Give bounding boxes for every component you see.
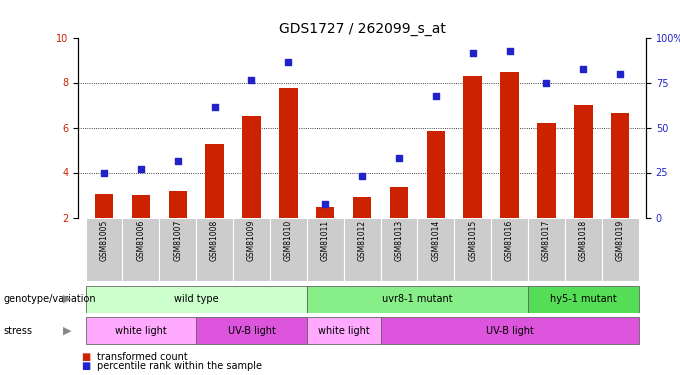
Bar bbox=[418, 217, 454, 281]
Text: GSM81011: GSM81011 bbox=[321, 219, 330, 261]
Point bbox=[541, 80, 552, 86]
Text: GSM81013: GSM81013 bbox=[394, 219, 403, 261]
Bar bbox=[381, 217, 418, 281]
Bar bbox=[86, 217, 122, 281]
Bar bbox=[86, 317, 197, 344]
Text: percentile rank within the sample: percentile rank within the sample bbox=[97, 361, 262, 370]
Bar bbox=[307, 286, 528, 313]
Text: GSM81009: GSM81009 bbox=[247, 219, 256, 261]
Bar bbox=[307, 317, 381, 344]
Bar bbox=[197, 217, 233, 281]
Text: transformed count: transformed count bbox=[97, 352, 187, 362]
Point bbox=[246, 77, 257, 83]
Bar bbox=[528, 286, 639, 313]
Bar bbox=[159, 217, 197, 281]
Point bbox=[283, 59, 294, 65]
Point bbox=[615, 70, 626, 76]
Bar bbox=[464, 76, 482, 217]
Bar bbox=[86, 286, 307, 313]
Point bbox=[99, 170, 109, 176]
Text: ▶: ▶ bbox=[63, 326, 71, 336]
Bar bbox=[426, 131, 445, 218]
Bar bbox=[95, 194, 114, 217]
Text: GSM81016: GSM81016 bbox=[505, 219, 514, 261]
Bar bbox=[565, 217, 602, 281]
Bar bbox=[307, 217, 343, 281]
Point bbox=[430, 93, 441, 99]
Bar bbox=[279, 88, 298, 218]
Text: GSM81005: GSM81005 bbox=[99, 219, 109, 261]
Text: GSM81014: GSM81014 bbox=[431, 219, 441, 261]
Text: UV-B light: UV-B light bbox=[228, 326, 275, 336]
Bar bbox=[528, 217, 565, 281]
Bar bbox=[205, 144, 224, 218]
Bar bbox=[611, 113, 630, 218]
Point bbox=[467, 50, 478, 56]
Text: ■: ■ bbox=[82, 352, 91, 362]
Point bbox=[394, 155, 405, 161]
Bar bbox=[602, 217, 639, 281]
Text: white light: white light bbox=[318, 326, 369, 336]
Bar bbox=[353, 197, 371, 217]
Bar bbox=[132, 195, 150, 217]
Text: GSM81017: GSM81017 bbox=[542, 219, 551, 261]
Bar bbox=[242, 116, 260, 218]
Bar bbox=[122, 217, 159, 281]
Bar bbox=[343, 217, 381, 281]
Text: GSM81019: GSM81019 bbox=[615, 219, 625, 261]
Bar bbox=[390, 187, 408, 218]
Point bbox=[135, 166, 146, 172]
Text: ▶: ▶ bbox=[63, 294, 71, 304]
Point bbox=[320, 201, 330, 207]
Text: GSM81008: GSM81008 bbox=[210, 219, 219, 261]
Text: white light: white light bbox=[115, 326, 167, 336]
Bar bbox=[491, 217, 528, 281]
Text: genotype/variation: genotype/variation bbox=[3, 294, 96, 304]
Text: wild type: wild type bbox=[174, 294, 218, 304]
Text: hy5-1 mutant: hy5-1 mutant bbox=[550, 294, 617, 304]
Bar bbox=[500, 72, 519, 217]
Point bbox=[504, 48, 515, 54]
Title: GDS1727 / 262099_s_at: GDS1727 / 262099_s_at bbox=[279, 22, 445, 36]
Bar bbox=[454, 217, 491, 281]
Bar bbox=[233, 217, 270, 281]
Text: GSM81007: GSM81007 bbox=[173, 219, 182, 261]
Bar bbox=[169, 190, 187, 217]
Text: ■: ■ bbox=[82, 361, 91, 370]
Text: GSM81015: GSM81015 bbox=[469, 219, 477, 261]
Point bbox=[172, 158, 183, 164]
Bar bbox=[381, 317, 639, 344]
Text: GSM81006: GSM81006 bbox=[137, 219, 146, 261]
Text: GSM81012: GSM81012 bbox=[358, 219, 367, 261]
Bar bbox=[270, 217, 307, 281]
Text: uvr8-1 mutant: uvr8-1 mutant bbox=[382, 294, 453, 304]
Bar bbox=[574, 105, 592, 218]
Text: GSM81018: GSM81018 bbox=[579, 219, 588, 261]
Text: stress: stress bbox=[3, 326, 33, 336]
Text: GSM81010: GSM81010 bbox=[284, 219, 293, 261]
Text: UV-B light: UV-B light bbox=[486, 326, 534, 336]
Bar bbox=[537, 123, 556, 218]
Point bbox=[356, 173, 367, 179]
Bar bbox=[316, 207, 335, 218]
Bar bbox=[197, 317, 307, 344]
Point bbox=[578, 66, 589, 72]
Point bbox=[209, 104, 220, 110]
